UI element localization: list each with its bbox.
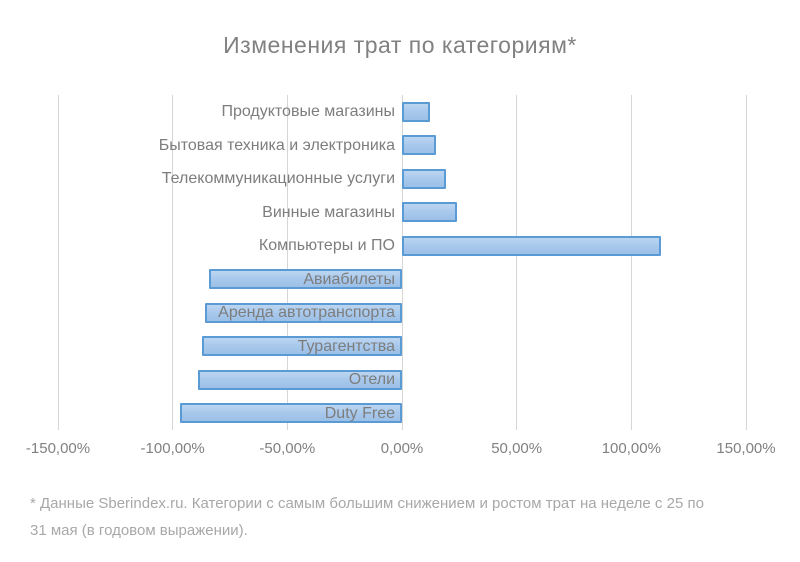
bar [402,202,458,223]
gridline [172,95,174,430]
bar [197,369,402,390]
category-label: Duty Free [324,404,395,422]
gridline [630,95,632,430]
category-label: Продуктовые магазины [221,103,395,120]
category-label: Отели [348,371,395,388]
category-label: Винные магазины [262,203,395,221]
gridline [401,95,403,430]
category-label: Турагентства [297,337,395,355]
category-label: Компьютеры и ПО [258,237,395,254]
category-label: Авиабилеты [303,270,395,288]
x-tick-label: 50,00% [491,440,543,457]
x-tick-label: -50,00% [259,440,316,457]
chart-title: Изменения трат по категориям* [223,32,577,58]
footnote: * Данные Sberindex.ru. Категории с самым… [30,495,704,539]
x-tick-label: 0,00% [380,440,424,457]
bar [202,336,402,357]
bar [204,302,402,323]
gridline [57,95,59,430]
bar [402,168,446,189]
x-tick-label: 100,00% [601,440,661,457]
category-label: Бытовая техника и электроника [158,136,395,154]
gridline [516,95,518,430]
category-label: Телекоммуникационные услуги [161,170,395,187]
x-tick-label: -100,00% [140,440,205,457]
plot-area: -150,00% -100,00% -50,00% 0,00% 50,00% 100,00… [26,95,776,457]
bar [402,135,437,156]
bar [209,269,402,290]
bar [402,235,662,256]
x-tick-label: -150,00% [25,440,91,457]
gridline [745,95,747,430]
bar [402,101,430,122]
gridline [286,95,288,430]
bar [179,403,402,424]
x-tick-label: 150,00% [716,440,776,457]
category-label: Аренда автотранспорта [218,304,395,321]
